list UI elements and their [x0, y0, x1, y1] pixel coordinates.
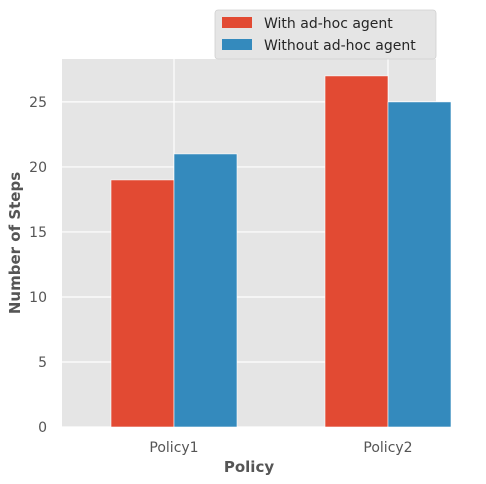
x-axis-label: Policy — [224, 458, 274, 476]
y-tick-label-15: 15 — [29, 225, 47, 241]
bar-policy2-series-1 — [387, 101, 452, 428]
y-axis-label: Number of Steps — [6, 172, 24, 314]
x-tick-labels: Policy1 Policy2 — [149, 440, 412, 456]
bar-policy1-series-1 — [173, 153, 238, 428]
y-tick-label-25: 25 — [29, 95, 47, 111]
x-tick-label-policy2: Policy2 — [363, 440, 412, 456]
bar-policy1-series-0 — [110, 179, 175, 428]
legend-swatch-with-ad-hoc-agent — [222, 17, 252, 28]
legend: With ad-hoc agent Without ad-hoc agent — [214, 9, 437, 60]
legend-box — [214, 9, 437, 60]
legend-label-with-ad-hoc-agent: With ad-hoc agent — [264, 16, 393, 32]
y-tick-label-20: 20 — [29, 160, 47, 176]
legend-label-without-ad-hoc-agent: Without ad-hoc agent — [264, 38, 416, 54]
y-tick-label-0: 0 — [38, 420, 47, 436]
bar-policy2-series-0 — [324, 75, 389, 428]
x-tick-label-policy1: Policy1 — [149, 440, 198, 456]
legend-swatch-without-ad-hoc-agent — [222, 39, 252, 50]
y-tick-label-5: 5 — [38, 355, 47, 371]
bars — [110, 75, 452, 428]
y-tick-label-10: 10 — [29, 290, 47, 306]
y-tick-labels: 0 5 10 15 20 25 — [29, 95, 47, 436]
